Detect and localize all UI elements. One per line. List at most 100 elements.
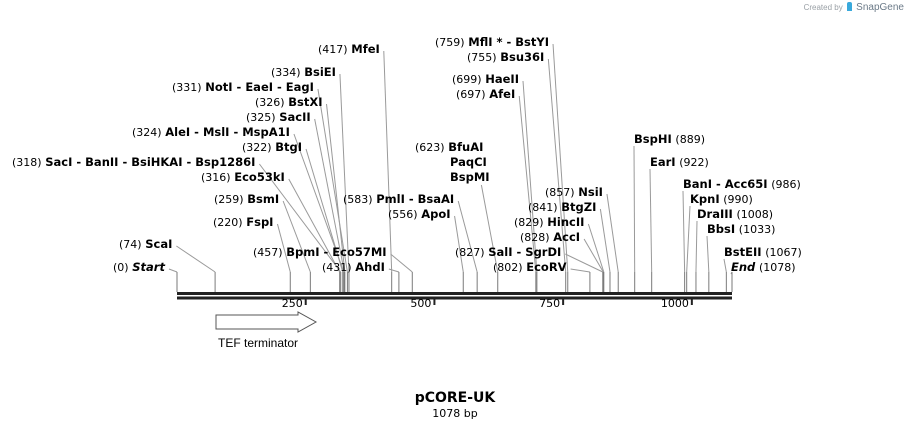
restriction-site-label[interactable]: (699) HaeII bbox=[452, 72, 519, 87]
site-connector-line bbox=[317, 88, 348, 273]
site-position: (922) bbox=[679, 156, 709, 169]
site-connector-line bbox=[326, 103, 346, 273]
restriction-site-label[interactable]: BanI - Acc65I (986) bbox=[683, 177, 801, 192]
site-position: (331) bbox=[172, 81, 202, 94]
restriction-site-label[interactable]: (259) BsmI bbox=[214, 192, 279, 207]
enzyme-name: PaqCI bbox=[450, 155, 487, 169]
site-connector-line bbox=[547, 58, 567, 273]
site-connector-line bbox=[480, 184, 499, 273]
enzyme-name: MfeI bbox=[351, 42, 380, 56]
site-connector-line bbox=[570, 268, 590, 273]
enzyme-name: HaeII bbox=[485, 72, 519, 86]
site-position: (583) bbox=[343, 193, 373, 206]
site-connector-line bbox=[454, 215, 464, 273]
backbone-strand-top bbox=[177, 292, 732, 295]
site-position: (623) bbox=[415, 141, 445, 154]
restriction-site-label[interactable]: (857) NsiI bbox=[545, 185, 603, 200]
enzyme-name: HincII bbox=[547, 215, 585, 229]
restriction-site-label[interactable]: (828) AccI bbox=[520, 230, 580, 245]
site-position: (325) bbox=[246, 111, 276, 124]
enzyme-name: SacII bbox=[279, 110, 311, 124]
restriction-site-label[interactable]: BspMI bbox=[450, 170, 490, 184]
restriction-site-label[interactable]: (623) BfuAI bbox=[415, 140, 483, 155]
restriction-site-label[interactable]: BstEII (1067) bbox=[724, 245, 802, 260]
site-position: (759) bbox=[435, 36, 465, 49]
restriction-site-label[interactable]: (755) Bsu36I bbox=[467, 50, 544, 65]
restriction-site-label[interactable]: (220) FspI bbox=[213, 215, 273, 230]
site-position: (1008) bbox=[736, 208, 774, 221]
enzyme-name: ApoI bbox=[421, 207, 451, 221]
site-connector-line bbox=[522, 80, 538, 273]
restriction-site-label[interactable]: (0) Start bbox=[113, 260, 165, 275]
enzyme-name: BtgZI bbox=[561, 200, 597, 214]
restriction-site-label[interactable]: BspHI (889) bbox=[634, 132, 705, 147]
restriction-site-label[interactable]: (417) MfeI bbox=[318, 42, 380, 57]
site-connector-line bbox=[339, 73, 350, 273]
enzyme-name: AleI - MslI - MspA1I bbox=[165, 125, 290, 139]
site-position: (431) bbox=[322, 261, 352, 274]
tick-mark bbox=[304, 299, 307, 305]
enzyme-name: EcoRV bbox=[526, 260, 567, 274]
enzyme-name: BtgI bbox=[275, 140, 303, 154]
site-position: (1078) bbox=[758, 261, 796, 274]
enzyme-name: ScaI bbox=[145, 237, 173, 251]
site-connector-line bbox=[176, 245, 216, 273]
restriction-site-label[interactable]: (74) ScaI bbox=[119, 237, 172, 252]
restriction-site-label[interactable]: DraIII (1008) bbox=[697, 207, 773, 222]
restriction-site-label[interactable]: (334) BsiEI bbox=[271, 65, 336, 80]
restriction-site-label[interactable]: (457) BpmI - Eco57MI bbox=[253, 245, 387, 260]
enzyme-name: EarI bbox=[650, 155, 676, 169]
enzyme-name: End bbox=[731, 260, 756, 274]
enzyme-name: BpmI - Eco57MI bbox=[286, 245, 387, 259]
restriction-site-label[interactable]: End (1078) bbox=[731, 260, 796, 275]
site-position: (1033) bbox=[738, 223, 776, 236]
restriction-site-label[interactable]: (759) MflI * - BstYI bbox=[435, 35, 549, 50]
enzyme-name: AhdI bbox=[355, 260, 385, 274]
restriction-site-label[interactable]: (318) SacI - BanII - BsiHKAI - Bsp1286I bbox=[12, 155, 255, 170]
enzyme-name: SalI - SgrDI bbox=[488, 245, 562, 259]
enzyme-name: KpnI bbox=[690, 192, 720, 206]
enzyme-name: PmlI - BsaAI bbox=[376, 192, 455, 206]
site-connector-line bbox=[706, 235, 710, 273]
site-position: (697) bbox=[456, 88, 486, 101]
site-connector-line bbox=[383, 50, 393, 273]
restriction-site-label[interactable]: (556) ApoI bbox=[388, 207, 451, 222]
site-position: (802) bbox=[493, 261, 523, 274]
restriction-site-label[interactable]: KpnI (990) bbox=[690, 192, 753, 207]
site-connector-line bbox=[587, 223, 605, 273]
site-position: (699) bbox=[452, 73, 482, 86]
restriction-site-label[interactable]: (841) BtgZI bbox=[528, 200, 596, 215]
site-position: (318) bbox=[12, 156, 42, 169]
restriction-site-label[interactable]: (322) BtgI bbox=[242, 140, 302, 155]
enzyme-name: AfeI bbox=[489, 87, 516, 101]
site-position: (326) bbox=[255, 96, 285, 109]
tick-label: 500 bbox=[410, 297, 432, 310]
site-connector-line bbox=[695, 220, 698, 273]
restriction-site-label[interactable]: EarI (922) bbox=[650, 155, 709, 170]
restriction-site-label[interactable]: (697) AfeI bbox=[456, 87, 515, 102]
site-connector-line bbox=[259, 163, 342, 273]
restriction-site-label[interactable]: (325) SacII bbox=[246, 110, 311, 125]
enzyme-name: BspMI bbox=[450, 170, 490, 184]
restriction-site-label[interactable]: (827) SalI - SgrDI bbox=[455, 245, 561, 260]
restriction-site-label[interactable]: (326) BstXI bbox=[255, 95, 323, 110]
restriction-site-label[interactable]: BbsI (1033) bbox=[707, 222, 775, 237]
restriction-site-label[interactable]: PaqCI bbox=[450, 155, 487, 169]
site-position: (556) bbox=[388, 208, 418, 221]
feature-arrow-icon[interactable] bbox=[215, 311, 318, 333]
restriction-site-label[interactable]: (324) AleI - MslI - MspA1I bbox=[132, 125, 290, 140]
enzyme-name: FspI bbox=[246, 215, 274, 229]
site-position: (990) bbox=[723, 193, 753, 206]
restriction-site-label[interactable]: (829) HincII bbox=[514, 215, 584, 230]
backbone-strand-bottom bbox=[177, 296, 732, 300]
site-position: (0) bbox=[113, 261, 129, 274]
restriction-site-label[interactable]: (316) Eco53kI bbox=[201, 170, 285, 185]
restriction-site-label[interactable]: (583) PmlI - BsaAI bbox=[343, 192, 454, 207]
feature-label[interactable]: TEF terminator bbox=[218, 336, 299, 350]
restriction-site-label[interactable]: (331) NotI - EaeI - EagI bbox=[172, 80, 314, 95]
restriction-site-label[interactable]: (431) AhdI bbox=[322, 260, 385, 275]
restriction-site-label[interactable]: (802) EcoRV bbox=[493, 260, 567, 275]
site-connector-line bbox=[633, 145, 636, 273]
